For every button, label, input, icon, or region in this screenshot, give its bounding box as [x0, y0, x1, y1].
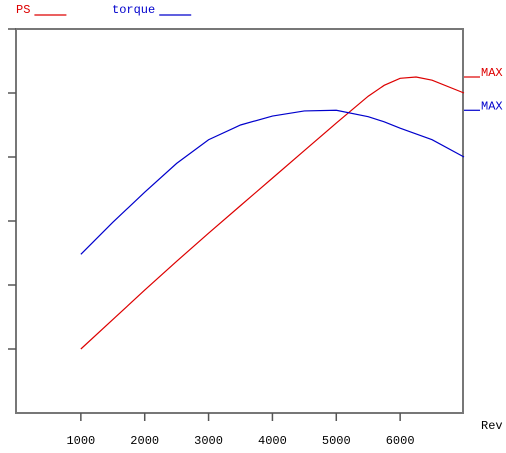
- series-line: [80, 76, 465, 350]
- x-tick-label: 2000: [130, 434, 159, 448]
- plot-frame: [15, 28, 464, 414]
- x-axis-label: Rev: [481, 419, 503, 433]
- x-tick-label: 1000: [66, 434, 95, 448]
- legend-label: PS: [16, 3, 30, 17]
- series-line: [80, 109, 465, 255]
- legend-label: torque: [112, 3, 155, 17]
- x-tick-label: 6000: [386, 434, 415, 448]
- x-tick-label: 5000: [322, 434, 351, 448]
- x-tick-label: 4000: [258, 434, 287, 448]
- max-label: MAX: [481, 66, 503, 80]
- max-label: MAX: [481, 99, 503, 113]
- x-tick-label: 3000: [194, 434, 223, 448]
